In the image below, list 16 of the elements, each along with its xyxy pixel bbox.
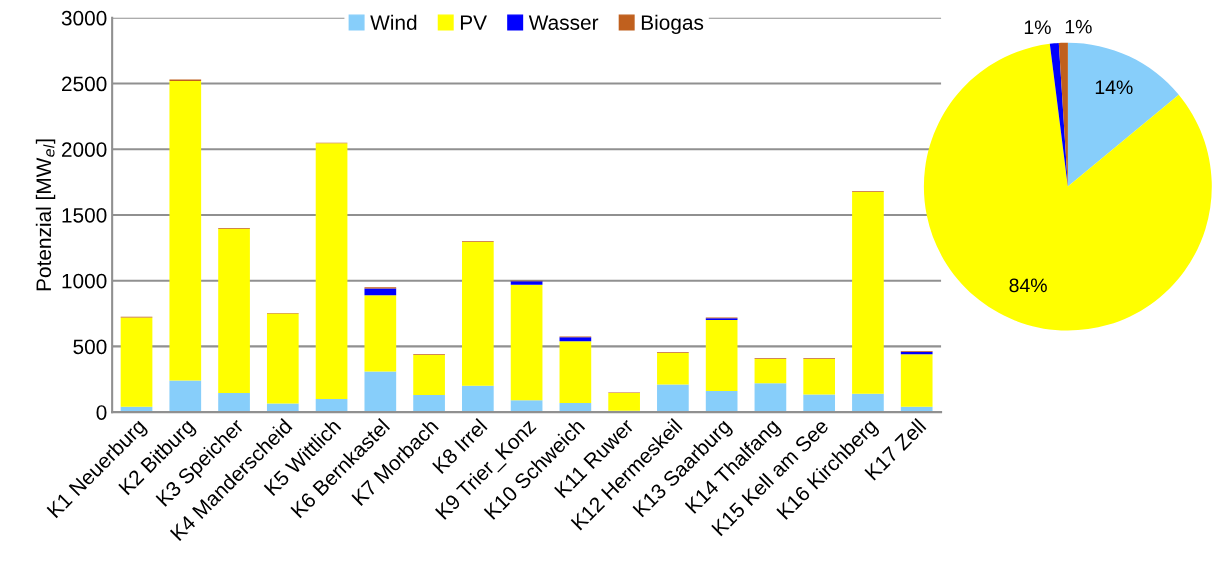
- data-label: 1%: [1024, 20, 1051, 35]
- data-label: 84%: [1009, 278, 1047, 293]
- legend-label: PV: [460, 15, 487, 30]
- y-tick-label: 1500: [62, 207, 107, 223]
- y-tick-label: 1000: [62, 273, 107, 289]
- y-axis-title: Potenzial [MW$_{el}$]: [35, 139, 56, 291]
- legend-label: Biogas: [641, 14, 704, 35]
- y-tick-label: 2000: [61, 142, 107, 157]
- legend-label: Wasser: [528, 15, 599, 30]
- y-tick-label: 500: [73, 339, 107, 355]
- y-tick-label: 3000: [61, 10, 107, 26]
- data-label: 14%: [1095, 80, 1133, 95]
- y-tick-label: 2500: [61, 76, 107, 92]
- legend-label: Wind: [370, 14, 417, 30]
- data-label: 1%: [1065, 19, 1092, 34]
- y-tick-label: 0: [96, 405, 107, 420]
